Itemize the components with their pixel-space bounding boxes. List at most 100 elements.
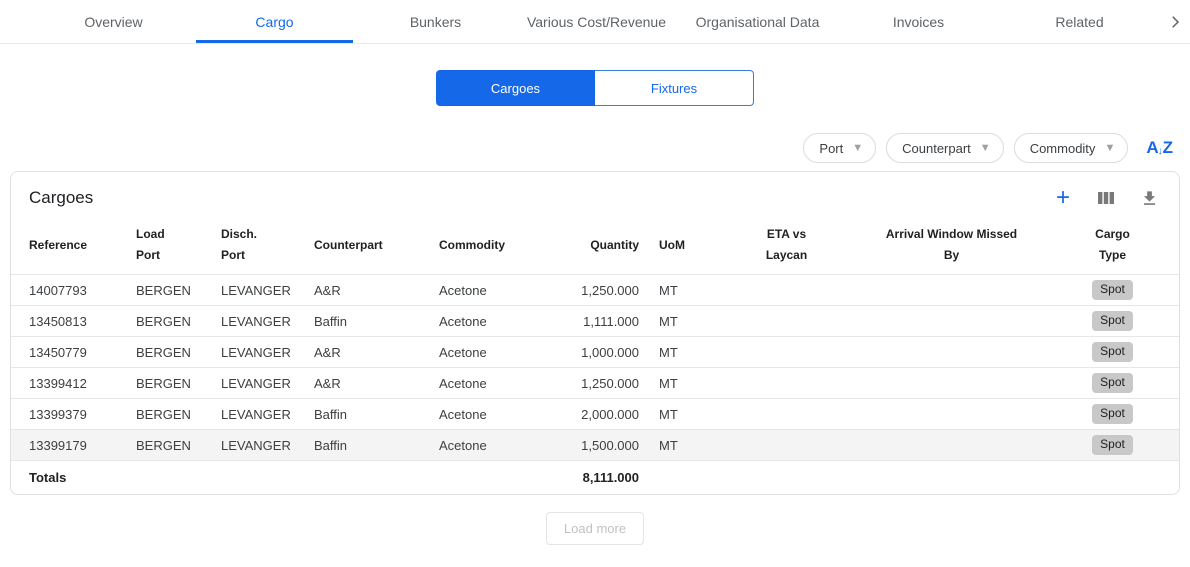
table-row[interactable]: 13450813 BERGEN LEVANGER Baffin Acetone … <box>11 305 1179 337</box>
download-icon <box>1143 190 1155 205</box>
top-nav: Overview Cargo Bunkers Various Cost/Reve… <box>0 0 1190 44</box>
cell-reference: 13399379 <box>29 406 87 422</box>
table-row[interactable]: 14007793 BERGEN LEVANGER A&R Acetone 1,2… <box>11 274 1179 306</box>
cell-uom: MT <box>659 437 678 453</box>
add-cargo-button[interactable]: + <box>1053 184 1073 211</box>
cargo-type-badge: Spot <box>1092 280 1133 300</box>
view-toggle: Cargoes Fixtures <box>436 70 754 106</box>
table-row[interactable]: 13399412 BERGEN LEVANGER A&R Acetone 1,2… <box>11 367 1179 399</box>
cell-load-port: BERGEN <box>136 437 191 453</box>
cell-uom: MT <box>659 344 678 360</box>
cell-cargo-type: Spot <box>1054 306 1179 337</box>
counterpart-filter-chip[interactable]: Counterpart ▼ <box>886 133 1004 163</box>
nav-item-overview[interactable]: Overview <box>84 13 143 30</box>
nav-item-related[interactable]: Related <box>1055 13 1104 30</box>
col-header-quantity: Quantity <box>590 237 639 252</box>
cell-uom: MT <box>659 282 678 298</box>
cell-counterpart: A&R <box>314 344 341 360</box>
col-header-uom: UoM <box>659 237 685 252</box>
cell-counterpart: Baffin <box>314 313 348 329</box>
cell-cargo-type: Spot <box>1054 368 1179 399</box>
col-header-load-port: Load Port <box>136 227 165 262</box>
cell-commodity: Acetone <box>439 375 487 391</box>
cell-reference: 13450813 <box>29 313 87 329</box>
cell-counterpart: A&R <box>314 375 341 391</box>
cell-disch-port: LEVANGER <box>221 406 291 422</box>
table-row[interactable]: 13399379 BERGEN LEVANGER Baffin Acetone … <box>11 398 1179 430</box>
cell-arrival-window-missed-by <box>849 368 1054 399</box>
cargo-type-badge: Spot <box>1092 373 1133 393</box>
table-row[interactable]: 13399179 BERGEN LEVANGER Baffin Acetone … <box>11 429 1179 461</box>
cell-eta-vs-laycan <box>724 275 849 306</box>
cell-cargo-type: Spot <box>1054 337 1179 368</box>
cargoes-table: Reference Load Port Disch. Port Counterpar… <box>11 218 1179 494</box>
nav-item-organisational-data[interactable]: Organisational Data <box>695 13 820 30</box>
cell-load-port: BERGEN <box>136 375 191 391</box>
counterpart-filter-label: Counterpart <box>902 140 971 156</box>
plus-icon: + <box>1055 184 1070 211</box>
cell-disch-port: LEVANGER <box>221 313 291 329</box>
chevron-right-icon[interactable] <box>1160 0 1190 43</box>
load-more-button[interactable]: Load more <box>545 511 645 545</box>
download-button[interactable] <box>1139 188 1159 208</box>
cell-commodity: Acetone <box>439 406 487 422</box>
cargo-type-badge: Spot <box>1092 404 1133 424</box>
col-header-arrival-window-missed-by: Arrival Window Missed By <box>885 227 1018 262</box>
cell-eta-vs-laycan <box>724 430 849 461</box>
table-header-row: Reference Load Port Disch. Port Counterpar… <box>11 218 1179 275</box>
port-filter-chip[interactable]: Port ▼ <box>803 133 877 163</box>
commodity-filter-label: Commodity <box>1029 140 1096 156</box>
port-filter-label: Port <box>819 140 844 156</box>
commodity-filter-chip[interactable]: Commodity ▼ <box>1013 133 1129 163</box>
cell-arrival-window-missed-by <box>849 430 1054 461</box>
cell-uom: MT <box>659 375 678 391</box>
cargo-type-badge: Spot <box>1092 435 1133 455</box>
table-body: 14007793 BERGEN LEVANGER A&R Acetone 1,2… <box>11 274 1179 461</box>
cell-cargo-type: Spot <box>1054 275 1179 306</box>
cell-quantity: 1,111.000 <box>583 313 639 329</box>
col-header-counterpart: Counterpart <box>314 237 383 252</box>
col-header-disch-port: Disch. Port <box>221 227 258 262</box>
cell-quantity: 1,250.000 <box>581 282 639 298</box>
caret-down-icon: ▼ <box>1104 141 1116 154</box>
cell-quantity: 1,250.000 <box>581 375 639 391</box>
col-header-cargo-type: Cargo Type <box>1095 227 1130 262</box>
cargo-type-badge: Spot <box>1092 311 1133 331</box>
cell-arrival-window-missed-by <box>849 306 1054 337</box>
totals-row: Totals 8,111.000 <box>11 460 1179 494</box>
caret-down-icon: ▼ <box>979 141 991 154</box>
sort-alphabetical-icon[interactable]: A ↓ Z <box>1146 138 1173 157</box>
panel-title: Cargoes <box>29 188 94 207</box>
cell-commodity: Acetone <box>439 313 487 329</box>
cell-reference: 13399412 <box>29 375 87 391</box>
toggle-cargoes-button[interactable]: Cargoes <box>436 70 595 106</box>
col-header-eta-vs-laycan: ETA vs Laycan <box>765 227 808 262</box>
totals-label: Totals <box>29 469 67 485</box>
nav-item-cargo[interactable]: Cargo <box>194 0 355 43</box>
filter-bar: Port ▼ Counterpart ▼ Commodity ▼ A ↓ Z <box>0 133 1173 163</box>
cargoes-panel: Cargoes + <box>10 171 1180 495</box>
cell-quantity: 1,000.000 <box>581 344 639 360</box>
caret-down-icon: ▼ <box>852 141 864 154</box>
cell-disch-port: LEVANGER <box>221 437 291 453</box>
cell-cargo-type: Spot <box>1054 430 1179 461</box>
nav-item-bunkers[interactable]: Bunkers <box>409 13 462 30</box>
cell-load-port: BERGEN <box>136 344 191 360</box>
table-row[interactable]: 13450779 BERGEN LEVANGER A&R Acetone 1,0… <box>11 336 1179 368</box>
totals-quantity: 8,111.000 <box>582 469 639 485</box>
cell-eta-vs-laycan <box>724 368 849 399</box>
cell-eta-vs-laycan <box>724 399 849 430</box>
cell-quantity: 1,500.000 <box>581 437 639 453</box>
cell-reference: 13450779 <box>29 344 87 360</box>
cell-load-port: BERGEN <box>136 282 191 298</box>
cell-counterpart: Baffin <box>314 437 348 453</box>
cell-disch-port: LEVANGER <box>221 375 291 391</box>
toggle-fixtures-button[interactable]: Fixtures <box>595 70 754 106</box>
cell-load-port: BERGEN <box>136 313 191 329</box>
nav-item-invoices[interactable]: Invoices <box>892 13 945 30</box>
cell-disch-port: LEVANGER <box>221 282 291 298</box>
columns-button[interactable] <box>1096 188 1116 208</box>
cell-commodity: Acetone <box>439 344 487 360</box>
nav-item-various-cost-revenue[interactable]: Various Cost/Revenue <box>526 13 667 30</box>
cell-load-port: BERGEN <box>136 406 191 422</box>
